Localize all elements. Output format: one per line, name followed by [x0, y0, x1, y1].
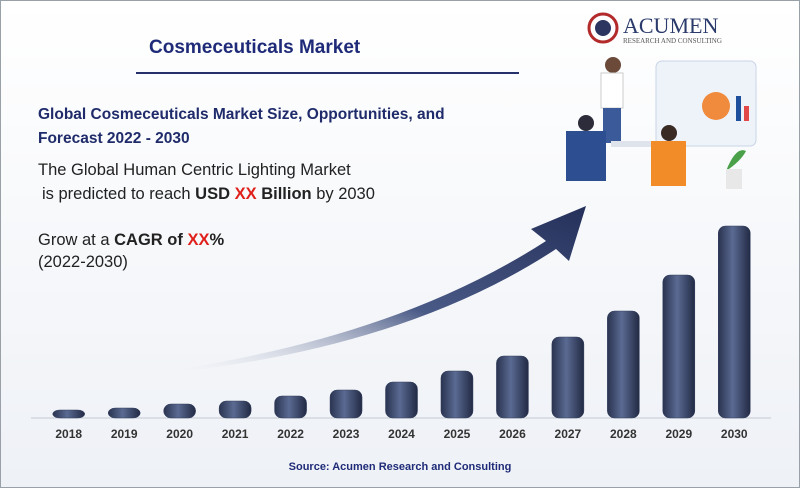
x-tick-label: 2024 — [388, 427, 415, 441]
logo-icon — [587, 12, 619, 44]
text: % — [209, 231, 225, 249]
text: by 2030 — [311, 185, 375, 203]
text: XX — [234, 185, 257, 203]
source: Source: Acumen Research and Consulting — [288, 461, 512, 473]
logo-subtext: RESEARCH AND CONSULTING — [623, 37, 722, 45]
bar — [440, 370, 474, 419]
bar — [662, 274, 696, 419]
statement-line: The Global Human Centric Lighting Market — [38, 161, 351, 179]
logo-text: ACUMEN — [623, 13, 719, 38]
bar — [496, 355, 529, 419]
x-tick-label: 2027 — [555, 427, 582, 441]
x-tick-label: 2022 — [277, 427, 304, 441]
text: XX — [187, 231, 210, 249]
x-tick-label: 2028 — [610, 427, 637, 441]
x-tick-label: 2019 — [111, 427, 138, 441]
bar — [52, 409, 85, 419]
text: CAGR of — [114, 231, 188, 249]
bar — [163, 403, 196, 419]
x-tick-label: 2021 — [222, 427, 249, 441]
cagr-period: (2022-2030) — [38, 253, 128, 271]
x-tick-label: 2026 — [499, 427, 526, 441]
cagr-line: Grow at a CAGR of XX% — [38, 231, 224, 250]
text: Billion — [256, 185, 312, 203]
x-tick-label: 2023 — [333, 427, 360, 441]
bar — [107, 407, 141, 419]
bar — [718, 225, 751, 419]
text: USD — [195, 185, 235, 203]
text: is predicted to reach — [42, 185, 196, 203]
bar — [218, 400, 252, 419]
x-tick-label: 2029 — [665, 427, 692, 441]
illustration — [566, 57, 757, 189]
x-tick-label: 2018 — [55, 427, 82, 441]
bar — [385, 381, 418, 419]
x-tick-label: 2020 — [166, 427, 193, 441]
subtitle: Global Cosmeceuticals Market Size, Oppor… — [38, 106, 445, 147]
text: Grow at a — [38, 231, 115, 249]
bar — [607, 310, 640, 419]
bar — [329, 389, 363, 419]
bar — [551, 336, 585, 419]
statement-line: is predicted to reach USD XX Billion by … — [42, 185, 375, 204]
x-tick-label: 2030 — [721, 427, 748, 441]
bar — [274, 395, 307, 419]
title: Cosmeceuticals Market — [149, 37, 361, 58]
x-tick-label: 2025 — [444, 427, 471, 441]
